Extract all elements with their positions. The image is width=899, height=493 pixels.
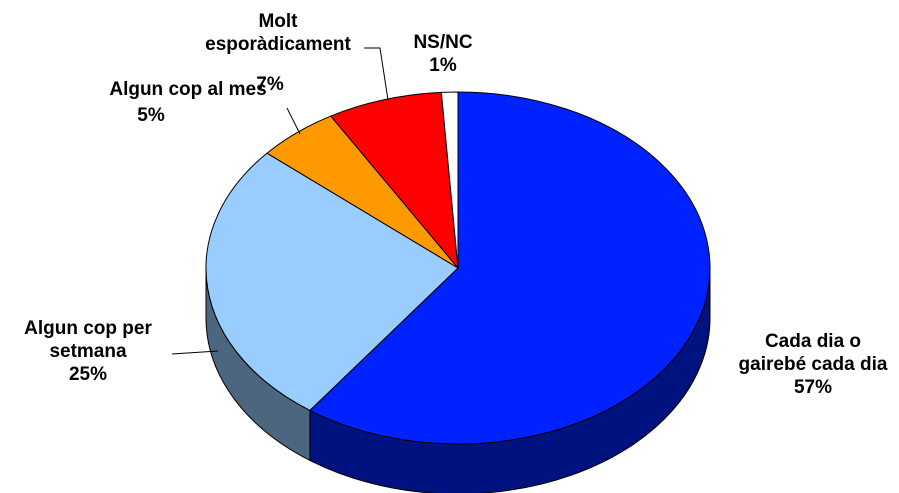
slice-value-label: 1% xyxy=(429,55,457,76)
slice-value-label: 5% xyxy=(137,105,165,126)
slice-label: esporàdicament xyxy=(205,34,351,55)
leader-line xyxy=(171,350,219,355)
slice-label: Algun cop per xyxy=(24,318,152,339)
slice-label: Cada dia o xyxy=(765,331,861,352)
leader-line xyxy=(364,47,389,101)
slice-label: NS/NC xyxy=(413,32,472,53)
leader-line xyxy=(286,107,301,135)
pie-slice xyxy=(329,91,459,270)
pie-slice xyxy=(205,152,459,411)
slice-label: gairebé cada dia xyxy=(739,354,888,375)
slice-value-label: 25% xyxy=(69,364,107,385)
slice-value-label: 57% xyxy=(794,377,832,398)
pie-slice xyxy=(309,91,711,445)
slice-label: Algun cop al mes xyxy=(109,79,266,100)
pie-slices xyxy=(205,91,711,445)
leader-lines xyxy=(171,47,389,355)
pie-slice xyxy=(440,91,459,269)
slice-label: Molt xyxy=(258,11,298,32)
slice-label: setmana xyxy=(49,341,127,362)
slice-value-label: 7% xyxy=(256,74,284,95)
